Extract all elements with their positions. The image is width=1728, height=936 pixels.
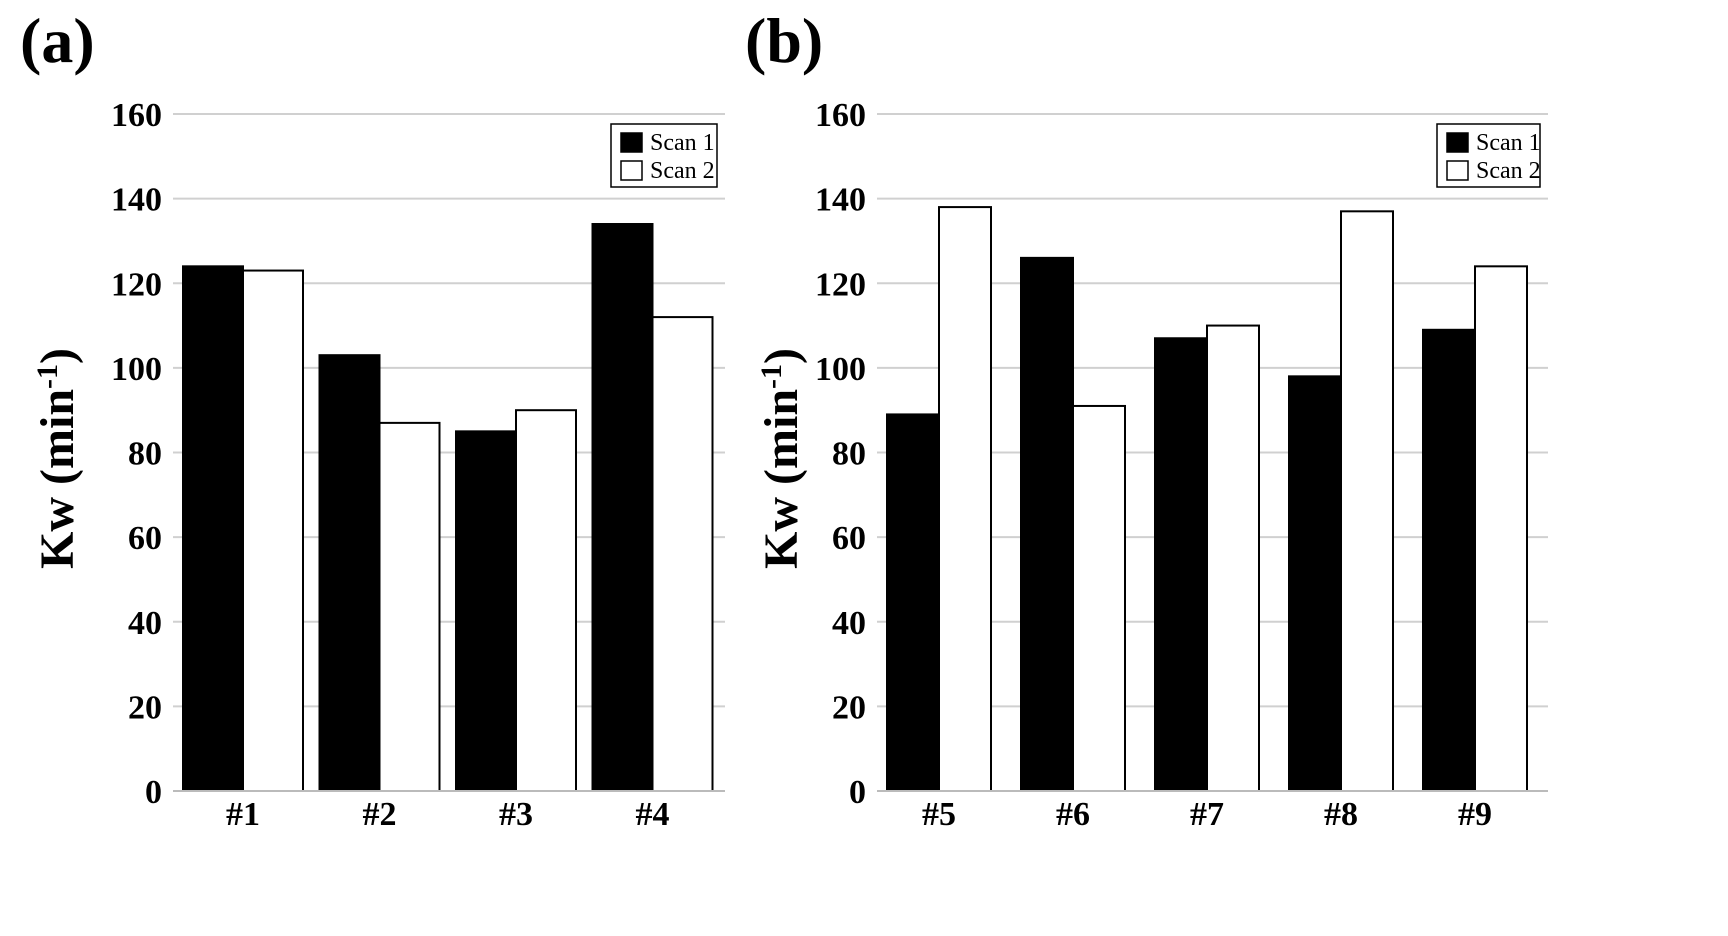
x-category-label: #2	[363, 796, 397, 833]
bar-scan-2	[378, 421, 441, 792]
bars	[886, 206, 1528, 793]
y-tick-label: 160	[815, 97, 866, 134]
y-tick-label: 80	[128, 436, 162, 473]
y-tick-label: 0	[849, 774, 866, 811]
y-axis-label: Kw (min-1)	[31, 348, 85, 569]
panel-label: (a)	[20, 5, 95, 76]
bar-scan-2	[1474, 265, 1528, 792]
panel-label: (b)	[745, 5, 823, 76]
x-category-label: #6	[1056, 796, 1090, 833]
y-tick-label: 100	[111, 351, 162, 388]
y-tick-label: 80	[832, 436, 866, 473]
legend-label: Scan 2	[1476, 158, 1541, 184]
bar-scan-2	[515, 409, 577, 792]
bar-scan-1	[1154, 337, 1208, 792]
bar-scan-2	[1206, 324, 1260, 792]
bar-scan-2	[1072, 404, 1126, 792]
y-tick-label: 120	[815, 266, 866, 303]
legend-label: Scan 1	[1476, 130, 1541, 156]
panel-b: (b) 0 20 40 60 80 100 120 140 160 #5 #6 #7 #8 #9 Kw (mi…	[745, 5, 1548, 833]
x-category-label: #9	[1458, 796, 1492, 833]
legend-swatch-scan-2	[620, 160, 643, 181]
bar-scan-1	[182, 265, 244, 792]
bar-scan-1	[1422, 328, 1476, 792]
bar-scan-2	[242, 269, 304, 792]
bar-scan-1	[318, 354, 381, 792]
bar-scan-1	[1288, 375, 1342, 792]
bar-scan-1	[591, 223, 654, 792]
bar-scan-2	[938, 206, 992, 792]
x-category-label: #8	[1324, 796, 1358, 833]
y-tick-label: 20	[128, 689, 162, 726]
x-category-label: #7	[1190, 796, 1224, 833]
y-tick-label: 160	[111, 97, 162, 134]
bar-scan-2	[1340, 210, 1394, 793]
y-tick-label: 20	[832, 689, 866, 726]
legend-swatch-scan-2	[1446, 160, 1469, 181]
x-category-label: #5	[922, 796, 956, 833]
y-tick-label: 100	[815, 351, 866, 388]
y-tick-label: 40	[128, 605, 162, 642]
bars	[182, 223, 714, 792]
legend-swatch-scan-1	[1446, 132, 1469, 153]
y-axis-label: Kw (min-1)	[755, 348, 809, 569]
y-tick-label: 60	[128, 520, 162, 557]
legend-label: Scan 1	[650, 130, 715, 156]
legend-label: Scan 2	[650, 158, 715, 184]
panel-a: (a) 0 20 40 60 80 100 120 140 160 #1 #2 #3 #4 Kw (min-…	[20, 5, 725, 833]
legend-swatch-scan-1	[620, 132, 643, 153]
y-tick-label: 120	[111, 266, 162, 303]
y-tick-label: 60	[832, 520, 866, 557]
bar-scan-1	[886, 413, 940, 792]
y-tick-label: 0	[145, 774, 162, 811]
bar-scan-1	[1020, 256, 1074, 792]
bar-scan-2	[651, 316, 714, 792]
x-category-label: #1	[226, 796, 260, 833]
y-tick-label: 140	[815, 182, 866, 219]
x-category-label: #4	[636, 796, 670, 833]
x-category-label: #3	[499, 796, 533, 833]
y-tick-label: 40	[832, 605, 866, 642]
y-tick-label: 140	[111, 182, 162, 219]
bar-scan-1	[455, 430, 517, 792]
